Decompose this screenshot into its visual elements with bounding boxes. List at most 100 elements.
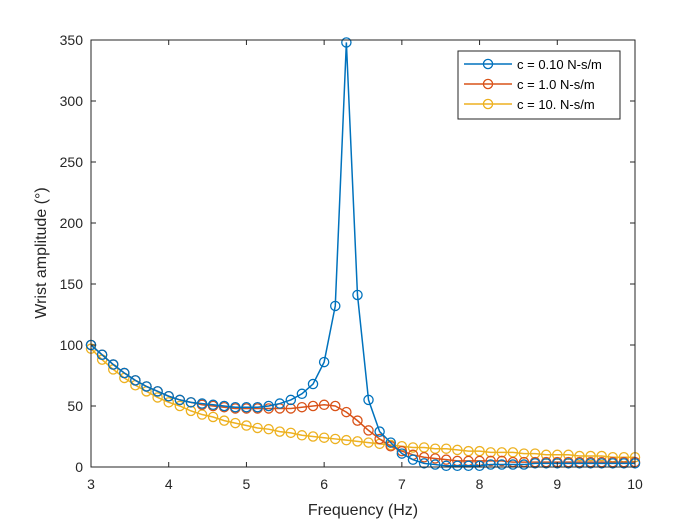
x-tick-label: 3 [87, 476, 95, 492]
legend-label: c = 1.0 N-s/m [517, 77, 595, 92]
data-point [440, 460, 452, 472]
x-tick-label: 7 [398, 476, 406, 492]
x-tick-label: 10 [627, 476, 643, 492]
y-tick-label: 200 [60, 215, 84, 231]
data-point [296, 388, 308, 400]
data-point [496, 459, 508, 470]
data-point [552, 449, 563, 461]
data-point [440, 443, 452, 454]
x-tick-label: 4 [165, 476, 173, 492]
data-point [596, 458, 607, 469]
x-tick-label: 8 [476, 476, 484, 492]
x-tick-label: 6 [320, 476, 328, 492]
data-point [429, 459, 441, 470]
data-point [463, 460, 474, 472]
data-point [185, 397, 197, 408]
data-point [341, 37, 352, 48]
legend-marker [482, 78, 494, 90]
series-line [90, 348, 635, 458]
data-point [207, 399, 219, 411]
data-point [307, 431, 319, 442]
legend-label: c = 0.10 N-s/m [517, 57, 602, 72]
data-point [507, 459, 519, 470]
data-point [440, 454, 452, 465]
data-point [263, 423, 274, 435]
data-point [363, 437, 374, 448]
data-point [396, 448, 408, 459]
data-point [252, 422, 263, 434]
data-point [218, 400, 230, 412]
data-point [352, 289, 363, 301]
data-point [552, 458, 563, 469]
data-point [352, 415, 363, 426]
data-point [452, 444, 463, 456]
series-line [90, 42, 635, 467]
data-point [374, 433, 385, 445]
data-point [540, 458, 552, 469]
data-point [285, 403, 297, 414]
x-axis: 3 4 5 6 7 8 9 10 [87, 40, 643, 492]
data-point [152, 386, 163, 397]
x-tick-label: 9 [553, 476, 561, 492]
data-point [263, 400, 274, 412]
data-point [574, 458, 585, 469]
data-point [218, 415, 230, 426]
data-point [318, 432, 330, 443]
series-1 [85, 37, 641, 472]
data-point [330, 300, 341, 312]
y-axis: 0 50 100 150 200 250 300 350 [60, 32, 635, 475]
data-point [163, 390, 174, 402]
data-point [230, 401, 241, 413]
data-point [196, 398, 208, 409]
data-point [407, 442, 419, 453]
data-point [141, 381, 152, 392]
data-point [285, 394, 297, 406]
data-point [307, 378, 319, 390]
data-point [374, 426, 385, 437]
data-point [418, 458, 430, 469]
data-point [130, 375, 141, 386]
data-point [407, 454, 419, 465]
data-point [607, 458, 619, 469]
data-point [119, 367, 130, 379]
data-point [341, 434, 352, 446]
data-point [596, 450, 607, 462]
data-point [230, 417, 241, 429]
y-tick-label: 300 [60, 93, 84, 109]
y-tick-label: 0 [75, 459, 83, 475]
data-point [330, 400, 341, 412]
data-point [274, 398, 286, 409]
data-point [418, 451, 430, 463]
data-point [285, 427, 297, 439]
data-point [296, 401, 308, 413]
data-point [352, 436, 363, 447]
data-point [485, 447, 496, 458]
data-point [330, 433, 341, 445]
data-point [496, 447, 508, 458]
data-point [274, 426, 286, 437]
data-point [563, 449, 574, 461]
data-point [474, 460, 485, 472]
data-point [307, 400, 319, 412]
data-point [563, 458, 574, 469]
data-point [318, 399, 330, 411]
x-axis-label: Frequency (Hz) [308, 502, 418, 519]
data-point [318, 356, 330, 368]
data-point [163, 397, 174, 408]
data-point [585, 450, 596, 462]
legend-marker [482, 98, 494, 110]
data-point [385, 437, 396, 448]
data-point [152, 392, 163, 403]
data-point [485, 455, 496, 467]
data-point [174, 394, 186, 406]
data-point [107, 359, 119, 370]
y-tick-label: 100 [60, 337, 84, 353]
data-point [585, 458, 596, 469]
x-tick-label: 5 [243, 476, 251, 492]
data-point [185, 405, 197, 417]
data-point [429, 453, 441, 464]
data-point [618, 458, 630, 469]
data-point [496, 455, 508, 467]
data-point [574, 450, 585, 462]
